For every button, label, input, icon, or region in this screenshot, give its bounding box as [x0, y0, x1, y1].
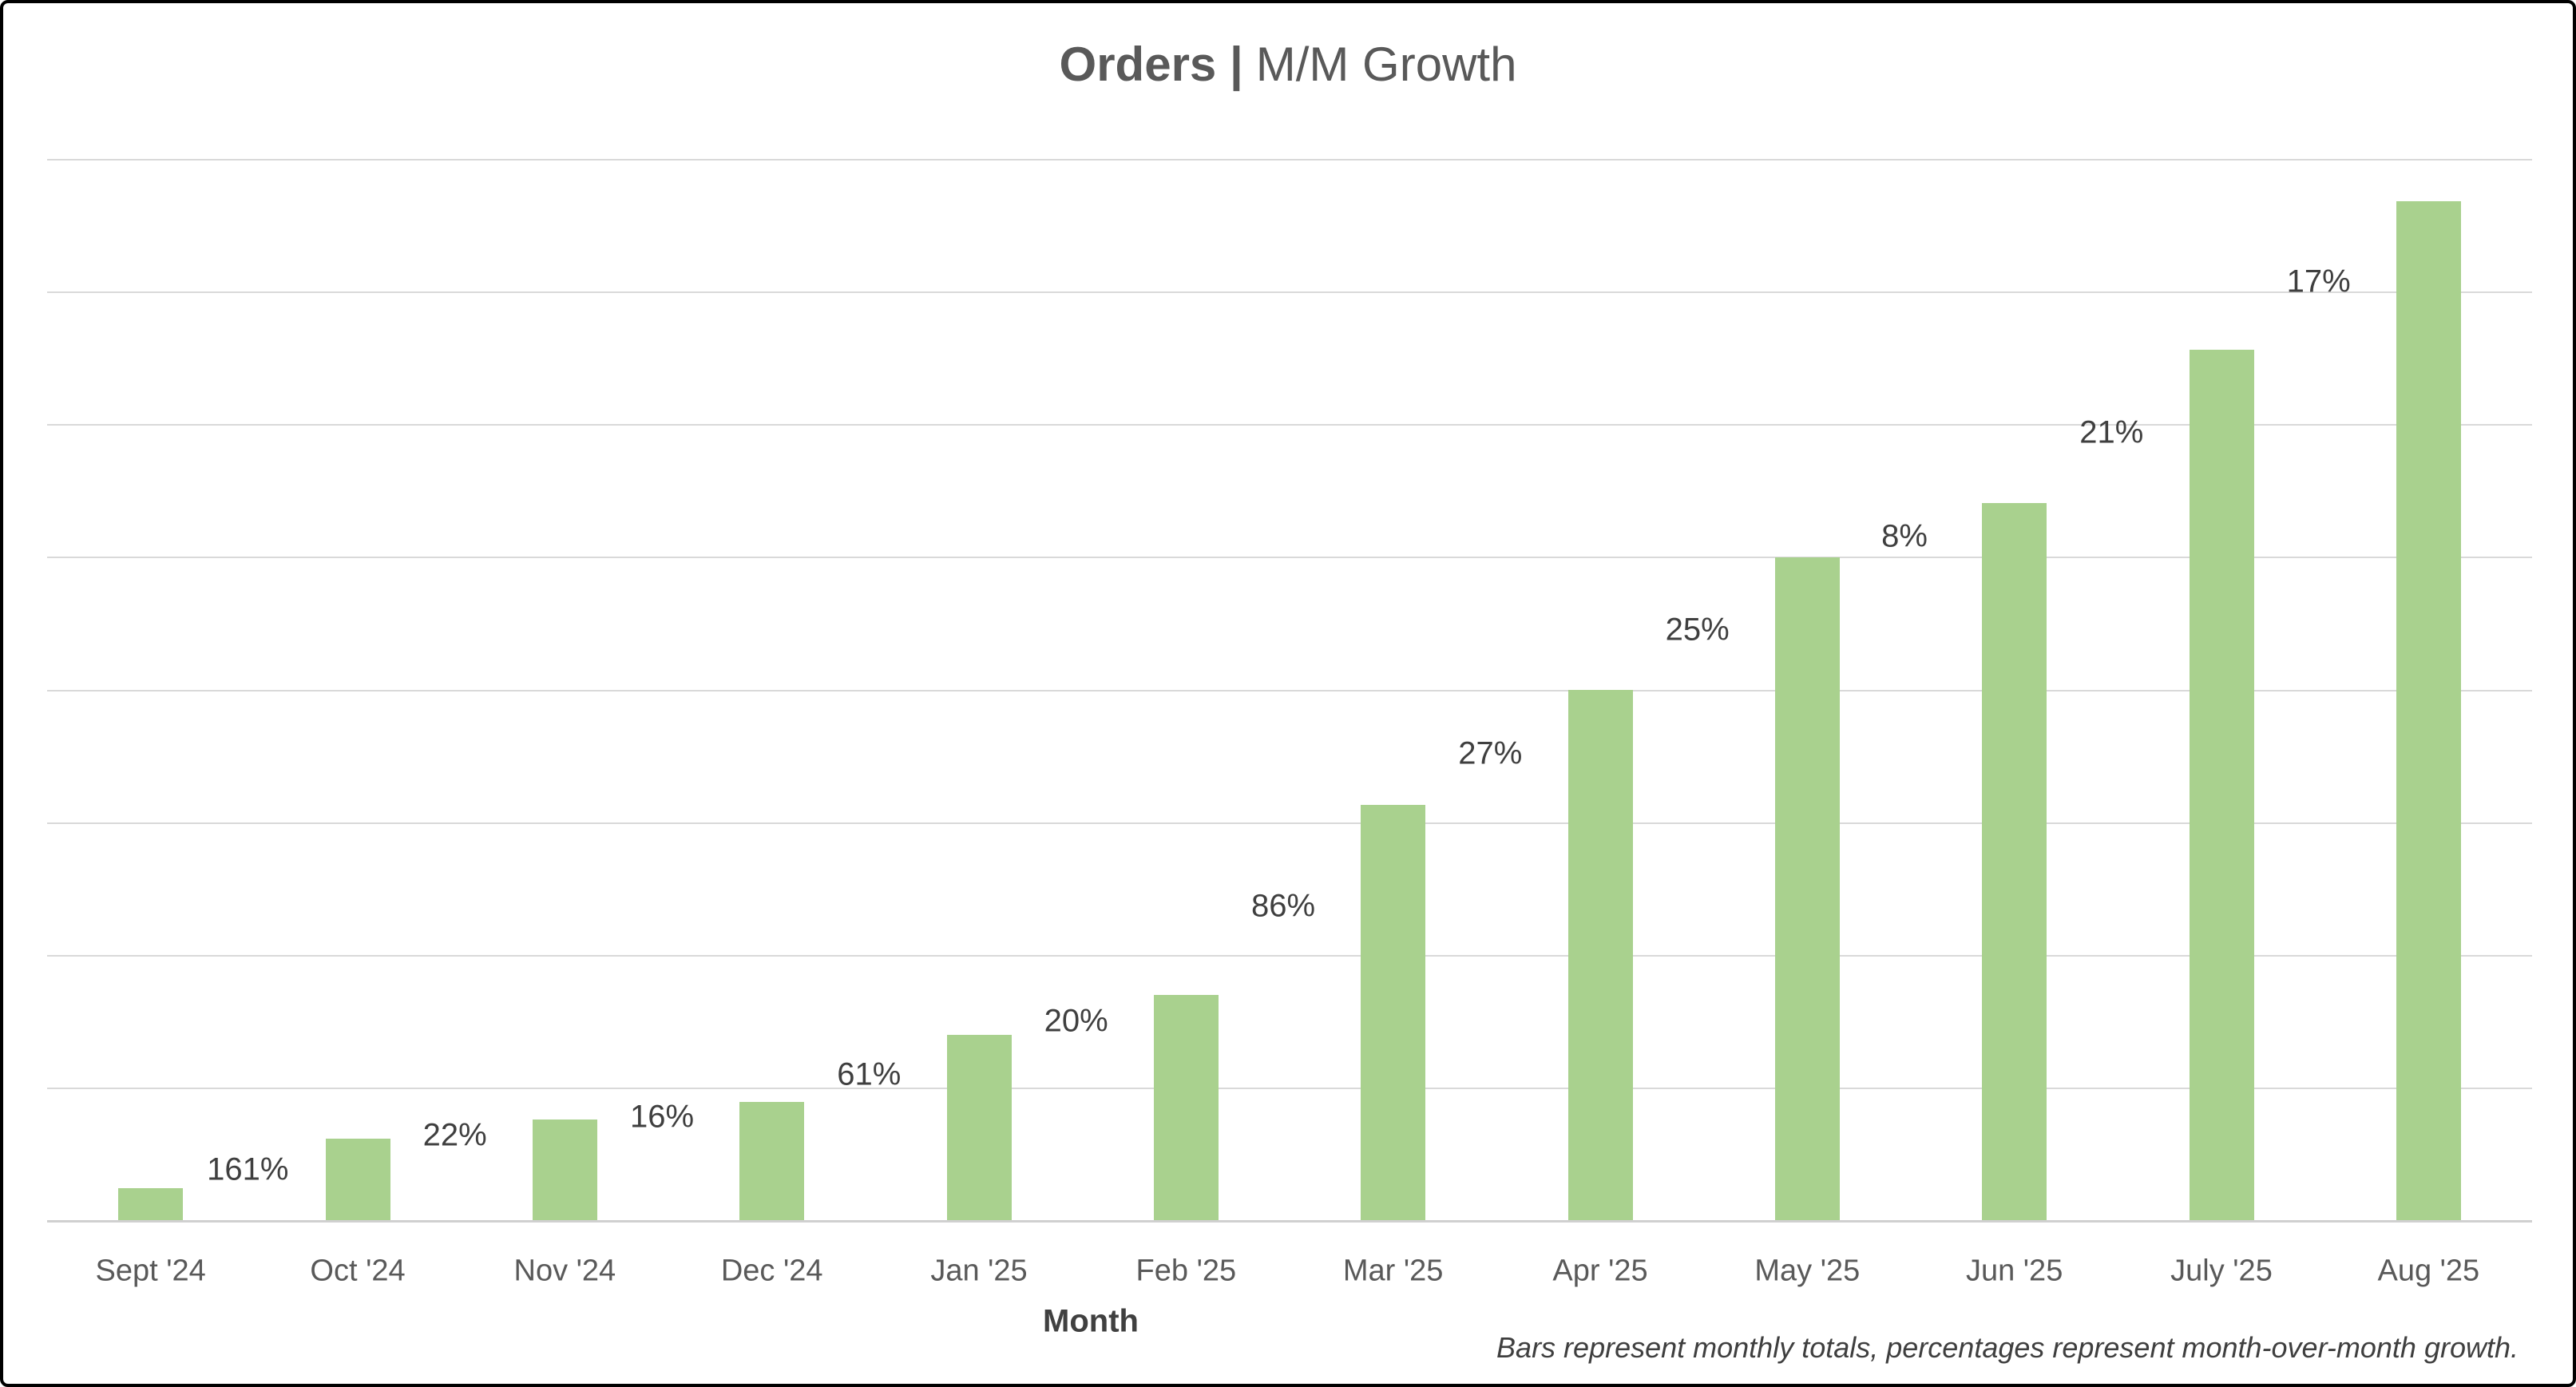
gridline: [47, 1088, 2532, 1089]
x-tick-label: Nov '24: [513, 1254, 616, 1288]
x-tick-label: Sept '24: [95, 1254, 206, 1288]
bar-sept24: [118, 1188, 184, 1220]
bar-dec24: [739, 1102, 805, 1220]
bar-apr25: [1567, 690, 1633, 1220]
bar-mar25: [1361, 804, 1426, 1220]
bar-july25: [2189, 349, 2254, 1220]
gridline: [47, 424, 2532, 426]
x-tick-label: July '25: [2170, 1254, 2273, 1288]
growth-label: 20%: [1044, 1003, 1108, 1039]
growth-label: 27%: [1458, 735, 1523, 771]
growth-label: 161%: [207, 1151, 289, 1187]
gridline: [47, 955, 2532, 957]
x-tick-label: Feb '25: [1135, 1254, 1237, 1288]
gridline: [47, 557, 2532, 558]
x-tick-label: Dec '24: [720, 1254, 823, 1288]
gridline: [47, 159, 2532, 160]
x-tick-label: Jan '25: [930, 1254, 1028, 1288]
bar-jun25: [1982, 502, 2047, 1220]
growth-label: 8%: [1881, 518, 1928, 554]
chart-title-secondary: M/M Growth: [1255, 38, 1517, 91]
chart-title: Orders | M/M Growth: [3, 35, 2573, 94]
gridline: [47, 822, 2532, 824]
x-tick-label: Jun '25: [1965, 1254, 2063, 1288]
bar-may25: [1774, 557, 1840, 1220]
chart-footnote: Bars represent monthly totals, percentag…: [1496, 1331, 2519, 1364]
bar-feb25: [1153, 995, 1219, 1220]
x-tick-label: Oct '24: [310, 1254, 406, 1288]
x-axis-title: Month: [1043, 1303, 1139, 1339]
growth-label: 17%: [2286, 264, 2351, 299]
bar-oct24: [325, 1138, 390, 1220]
growth-label: 61%: [837, 1056, 902, 1092]
growth-label: 22%: [422, 1117, 487, 1153]
gridline: [47, 291, 2532, 293]
plot-area: [47, 159, 2532, 1223]
bar-nov24: [532, 1120, 597, 1220]
gridline: [47, 690, 2532, 692]
growth-label: 21%: [2079, 414, 2144, 450]
x-tick-label: Mar '25: [1342, 1254, 1444, 1288]
x-tick-label: Aug '25: [2377, 1254, 2480, 1288]
growth-label: 16%: [629, 1099, 695, 1135]
x-tick-label: May '25: [1754, 1254, 1861, 1288]
chart-title-primary: Orders |: [1059, 38, 1243, 91]
growth-label: 86%: [1250, 888, 1316, 924]
bar-jan25: [946, 1034, 1012, 1220]
x-tick-label: Apr '25: [1552, 1254, 1648, 1288]
growth-label: 25%: [1665, 612, 1730, 648]
bar-aug25: [2396, 201, 2461, 1220]
